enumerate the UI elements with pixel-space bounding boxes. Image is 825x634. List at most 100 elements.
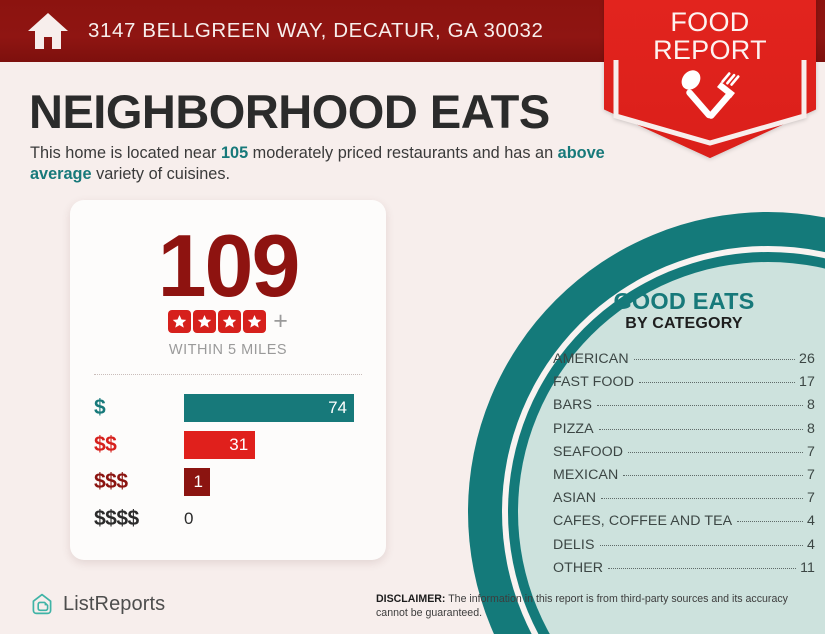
category-leader-dots — [597, 405, 803, 407]
price-level-bar-chart: $74 $$ 31 $$$ 1 $$$$ 0 — [70, 389, 386, 537]
category-leader-dots — [623, 474, 803, 476]
category-leader-dots — [598, 428, 803, 430]
price-level-label: $$ — [94, 432, 117, 456]
property-address: 3147 BELLGREEN WAY, DECATUR, GA 30032 — [88, 19, 544, 42]
category-leader-dots — [633, 359, 796, 360]
listreports-logo[interactable]: ListReports — [30, 592, 165, 616]
page-title: NEIGHBORHOOD EATS — [29, 85, 550, 138]
good-eats-subtitle: BY CATEGORY — [625, 315, 743, 332]
price-bar-track: 31 — [184, 430, 386, 459]
star-rating: + — [70, 307, 386, 335]
category-count: 26 — [799, 351, 815, 367]
price-bar-value: 74 — [328, 397, 347, 417]
listreports-logo-text: ListReports — [63, 592, 166, 615]
star-glyph — [247, 315, 262, 328]
home-icon — [28, 13, 68, 49]
star-glyph — [172, 315, 187, 328]
category-name: ASIAN — [553, 490, 597, 507]
category-count: 11 — [800, 559, 815, 576]
price-level-row: $$$$ 0 — [94, 500, 386, 537]
disclaimer-text: The information in this report is from t… — [376, 593, 788, 619]
price-bar-track: 74 — [184, 393, 386, 422]
category-leader-dots — [608, 567, 797, 569]
category-leader-dots — [737, 521, 803, 523]
category-count: 8 — [807, 420, 815, 437]
subtitle-count-highlight: 105 — [220, 144, 249, 162]
category-row: CAFES, COFFEE AND TEA 4 — [553, 513, 815, 536]
category-name: CAFES, COFFEE AND TEA — [553, 513, 733, 530]
price-level-label: $$$$ — [94, 506, 139, 530]
category-leader-dots — [628, 451, 803, 453]
card-divider — [94, 374, 362, 375]
category-row: PIZZA 8 — [553, 421, 815, 444]
subtitle-part2: moderately priced restaurants and has an — [248, 144, 558, 162]
subtitle-variety-highlight: above average — [30, 144, 605, 183]
good-eats-panel: GOOD EATS BY CATEGORY AMERICAN 26 FAST FOO… — [553, 288, 815, 583]
badge-title-line1: FOOD — [670, 7, 750, 37]
badge-border-chevron — [613, 60, 807, 146]
star-plus-label: + — [273, 307, 288, 335]
star-glyph — [222, 315, 237, 328]
star-badge — [168, 310, 192, 333]
category-count: 17 — [799, 374, 815, 391]
badge-title: FOOD REPORT — [604, 8, 816, 64]
category-count: 4 — [807, 536, 815, 553]
category-row: MEXICAN 7 — [553, 467, 815, 490]
category-leader-dots — [639, 382, 796, 384]
disclaimer-label: DISCLAIMER: — [376, 593, 446, 605]
category-name: OTHER — [553, 559, 604, 576]
spoon-fork-icon — [681, 70, 740, 119]
category-row: ASIAN 7 — [553, 490, 815, 513]
category-name: FAST FOOD — [553, 374, 635, 391]
category-row: AMERICAN 26 — [553, 351, 815, 374]
price-bar-track: 0 — [184, 505, 386, 533]
star-glyph — [197, 315, 212, 328]
price-level-row: $$$ 1 — [94, 463, 386, 500]
category-row: BARS 8 — [553, 397, 815, 420]
category-row: SEAFOOD 7 — [553, 444, 815, 467]
price-level-label: $$$ — [94, 469, 128, 493]
category-leader-dots — [601, 498, 803, 500]
price-bar-value: 0 — [184, 508, 194, 528]
category-count: 7 — [807, 443, 815, 460]
category-name: BARS — [553, 397, 593, 414]
category-leader-dots — [599, 544, 803, 546]
star-badge — [243, 310, 267, 333]
restaurant-count: 109 — [157, 216, 301, 315]
category-count: 7 — [807, 490, 815, 507]
category-list: AMERICAN 26 FAST FOOD 17 BARS 8 PIZZA 8 SEAFOOD 7… — [553, 351, 815, 583]
category-name: AMERICAN — [553, 351, 629, 367]
subtitle-part3: variety of cuisines. — [91, 165, 231, 183]
food-report-badge: FOOD REPORT — [604, 0, 816, 158]
price-level-label: $ — [94, 395, 106, 419]
price-bar: 74 — [184, 393, 354, 422]
category-row: OTHER 11 — [553, 560, 815, 583]
star-badge — [218, 310, 242, 333]
price-bar-track: 1 — [184, 467, 386, 496]
category-name: DELIS — [553, 536, 595, 553]
category-count: 4 — [807, 513, 815, 530]
category-name: PIZZA — [553, 420, 594, 437]
price-bar-value: 31 — [229, 434, 249, 454]
subtitle-part1: This home is located near — [30, 144, 221, 162]
good-eats-title: GOOD EATS — [613, 288, 755, 314]
category-row: FAST FOOD 17 — [553, 374, 815, 397]
restaurant-stats-card: 109 + WITHIN 5 MILES $74 $$ 31 $$$ 1 $$$$ 0 — [70, 200, 386, 560]
category-count: 7 — [807, 466, 815, 483]
badge-title-line2: REPORT — [653, 35, 767, 65]
disclaimer: DISCLAIMER: The information in this repo… — [376, 593, 816, 620]
listreports-house-icon — [32, 593, 52, 615]
price-bar: 1 — [184, 467, 210, 496]
price-bar-value: 1 — [193, 471, 203, 491]
radius-caption: WITHIN 5 MILES — [168, 342, 288, 358]
price-bar: 31 — [184, 430, 256, 459]
page-subtitle: This home is located near 105 moderately… — [30, 143, 605, 185]
star-badge — [193, 310, 217, 333]
category-count: 8 — [807, 397, 815, 414]
price-level-row: $74 — [94, 389, 386, 426]
category-row: DELIS 4 — [553, 537, 815, 560]
price-level-row: $$ 31 — [94, 426, 386, 463]
category-name: SEAFOOD — [553, 443, 624, 460]
category-name: MEXICAN — [553, 466, 619, 483]
